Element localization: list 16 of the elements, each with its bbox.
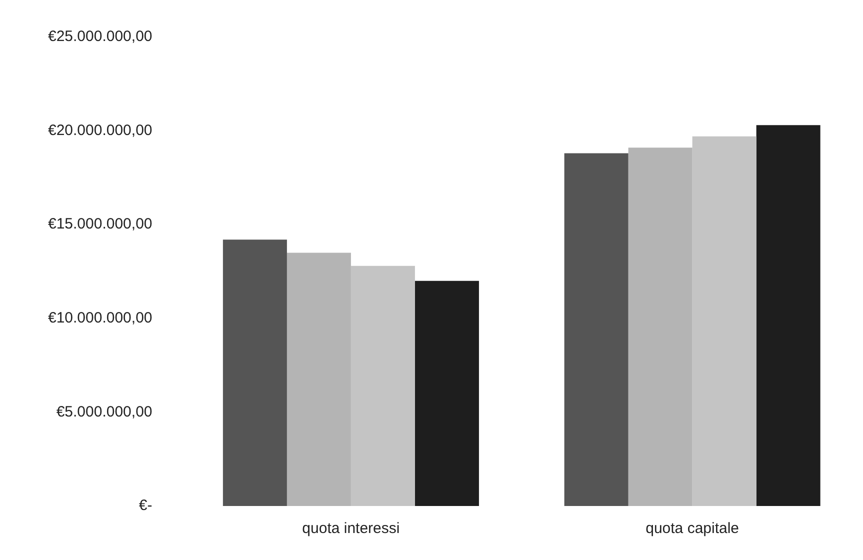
bar — [564, 153, 628, 506]
y-tick-label: €15.000.000,00 — [48, 216, 152, 233]
y-tick-label: €20.000.000,00 — [48, 122, 152, 139]
bar — [628, 148, 692, 506]
bar — [414, 280, 479, 506]
bar — [350, 266, 415, 506]
bar — [692, 136, 756, 506]
y-tick-label: €10.000.000,00 — [48, 310, 152, 327]
x-tick-label: quota capitale — [646, 520, 740, 538]
y-tick-label: €25.000.000,00 — [48, 28, 152, 46]
bar — [222, 240, 287, 506]
bar — [286, 252, 351, 506]
y-tick-label: €- — [138, 497, 152, 514]
bar — [756, 125, 820, 506]
x-tick-label: quota interessi — [302, 520, 400, 538]
y-tick-label: €5.000.000,00 — [56, 403, 152, 420]
